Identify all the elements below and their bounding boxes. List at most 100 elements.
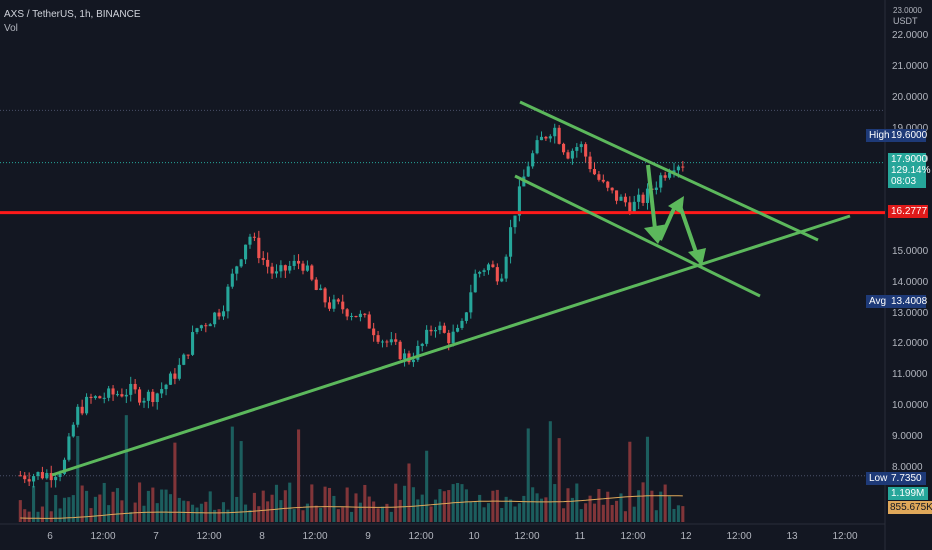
candle-body — [288, 265, 292, 271]
volume-bar — [191, 504, 195, 522]
symbol-title[interactable]: AXS / TetherUS, 1h, BINANCE — [4, 9, 141, 20]
candle-body — [681, 166, 685, 168]
projection-arrow-up — [658, 203, 678, 241]
volume-bar — [420, 494, 424, 522]
candle-body — [54, 476, 58, 481]
volume-bar — [49, 511, 53, 522]
candle-body — [168, 373, 173, 385]
candle-body — [425, 329, 429, 344]
candle-body — [544, 136, 548, 139]
candle-body — [623, 196, 627, 203]
candle-body — [420, 343, 424, 346]
candle-body — [504, 256, 508, 279]
volume-bar — [80, 485, 84, 522]
volume-bar — [438, 489, 442, 522]
volume-bar — [177, 497, 181, 522]
candle-body — [615, 190, 619, 201]
time-axis-label: 12:00 — [196, 531, 222, 542]
volume-bar — [385, 503, 389, 522]
volume-bar — [23, 509, 27, 522]
volume-bar — [433, 499, 438, 522]
volume-bar — [230, 426, 234, 522]
channel-upper-line — [519, 100, 819, 242]
candle-body — [182, 354, 186, 365]
volume-bar — [504, 496, 508, 522]
price-axis-label: 15.0000 — [892, 246, 929, 257]
volume-badge: 1.199M — [888, 487, 928, 500]
time-axis-label: 12:00 — [90, 531, 116, 542]
volume-bar — [111, 491, 115, 522]
candle-body — [632, 201, 636, 212]
volume-bar — [18, 500, 22, 522]
volume-bar — [319, 507, 323, 522]
candle-body — [592, 169, 597, 175]
volume-bar — [93, 496, 97, 522]
candle-body — [111, 388, 115, 395]
candle-body — [676, 166, 680, 171]
volume-bar — [146, 490, 150, 522]
volume-bar — [89, 508, 93, 522]
volume-bar — [124, 415, 128, 522]
volume-bar — [292, 509, 296, 522]
candle-body — [221, 311, 226, 317]
time-axis-label: 11 — [574, 531, 586, 542]
volume-indicator-label[interactable]: Vol — [4, 23, 18, 34]
volume-ma-line — [20, 495, 683, 519]
volume-bar — [252, 492, 256, 522]
candle-body — [115, 394, 120, 396]
volume-bar — [403, 485, 407, 522]
volume-bar — [597, 488, 601, 522]
candle-body — [548, 136, 552, 139]
candle-body — [279, 265, 283, 272]
volume-bar — [226, 509, 230, 522]
volume-bar — [32, 485, 36, 522]
candle-body — [570, 150, 574, 159]
volume-bar — [67, 497, 71, 522]
candle-body — [557, 127, 561, 144]
candle-body — [416, 345, 420, 360]
volume-bar — [98, 494, 102, 522]
candle-body — [151, 391, 155, 403]
candle-body — [491, 264, 495, 268]
candle-body — [486, 264, 491, 271]
volume-bar — [486, 503, 491, 522]
volume-bar — [274, 484, 279, 522]
volume-bar — [235, 496, 239, 522]
volume-bar — [632, 506, 636, 522]
candle-body — [314, 279, 318, 290]
current-change: 129.14% — [891, 165, 931, 176]
volume-bar — [45, 482, 49, 522]
projection-arrow-down-2 — [678, 205, 700, 259]
candle-body — [235, 266, 239, 274]
candle-body — [372, 328, 376, 336]
candle-body — [539, 136, 544, 141]
volume-bar — [526, 428, 530, 522]
candle-body — [40, 472, 44, 479]
candle-body — [45, 473, 49, 479]
candle-body — [336, 299, 340, 302]
volume-bar — [464, 489, 468, 522]
volume-bar — [544, 497, 548, 522]
volume-bar — [579, 509, 583, 522]
low-value: 7.7350 — [891, 473, 922, 484]
time-axis-label: 12:00 — [408, 531, 434, 542]
volume-bar — [138, 482, 142, 522]
volume-bar — [628, 441, 632, 522]
candle-body — [389, 339, 393, 343]
volume-bar — [389, 511, 393, 522]
volume-bar — [208, 491, 212, 522]
candle-body — [32, 476, 36, 482]
candle-body — [473, 273, 477, 293]
candle-body — [367, 314, 371, 329]
candle-body — [341, 301, 345, 310]
volume-bar — [301, 510, 305, 522]
currency-unit[interactable]: 23.0000 USDT — [893, 6, 922, 26]
candle-body — [23, 475, 27, 480]
volume-bar — [478, 494, 482, 522]
candle-body — [49, 473, 53, 481]
candle-body — [173, 373, 177, 379]
candle-body — [191, 332, 195, 355]
candle-body — [332, 299, 336, 309]
